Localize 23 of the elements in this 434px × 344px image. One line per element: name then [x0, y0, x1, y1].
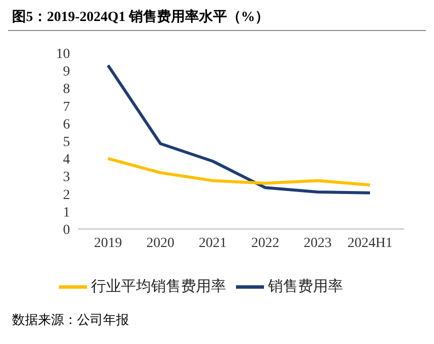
y-tick-label: 3	[63, 170, 70, 186]
y-tick-label: 7	[63, 100, 70, 115]
chart-title: 图5：2019-2024Q1 销售费用率水平（%）	[8, 8, 426, 31]
x-tick-label: 2021	[198, 236, 227, 251]
legend-label: 销售费用率	[268, 277, 343, 296]
source-note: 数据来源：公司年报	[12, 311, 130, 329]
legend-label: 行业平均销售费用率	[91, 277, 226, 296]
y-tick-label: 6	[63, 117, 70, 132]
y-tick-label: 9	[63, 64, 70, 80]
y-tick-label: 4	[63, 152, 70, 168]
y-tick-label: 8	[63, 82, 70, 98]
line-series	[106, 157, 372, 186]
x-tick-label: 2020	[146, 236, 174, 251]
x-tick-label: 2023	[304, 236, 332, 251]
x-tick-label: 2019	[94, 236, 122, 251]
y-tick-label: 5	[63, 134, 70, 150]
y-tick-label: 1	[63, 205, 70, 220]
x-tick-label: 2022	[251, 236, 280, 251]
line-series	[106, 64, 372, 194]
y-tick-label: 10	[56, 46, 70, 62]
y-tick-label: 0	[63, 222, 70, 238]
x-tick-label: 2024H1	[347, 236, 393, 251]
y-tick-label: 2	[63, 188, 70, 203]
